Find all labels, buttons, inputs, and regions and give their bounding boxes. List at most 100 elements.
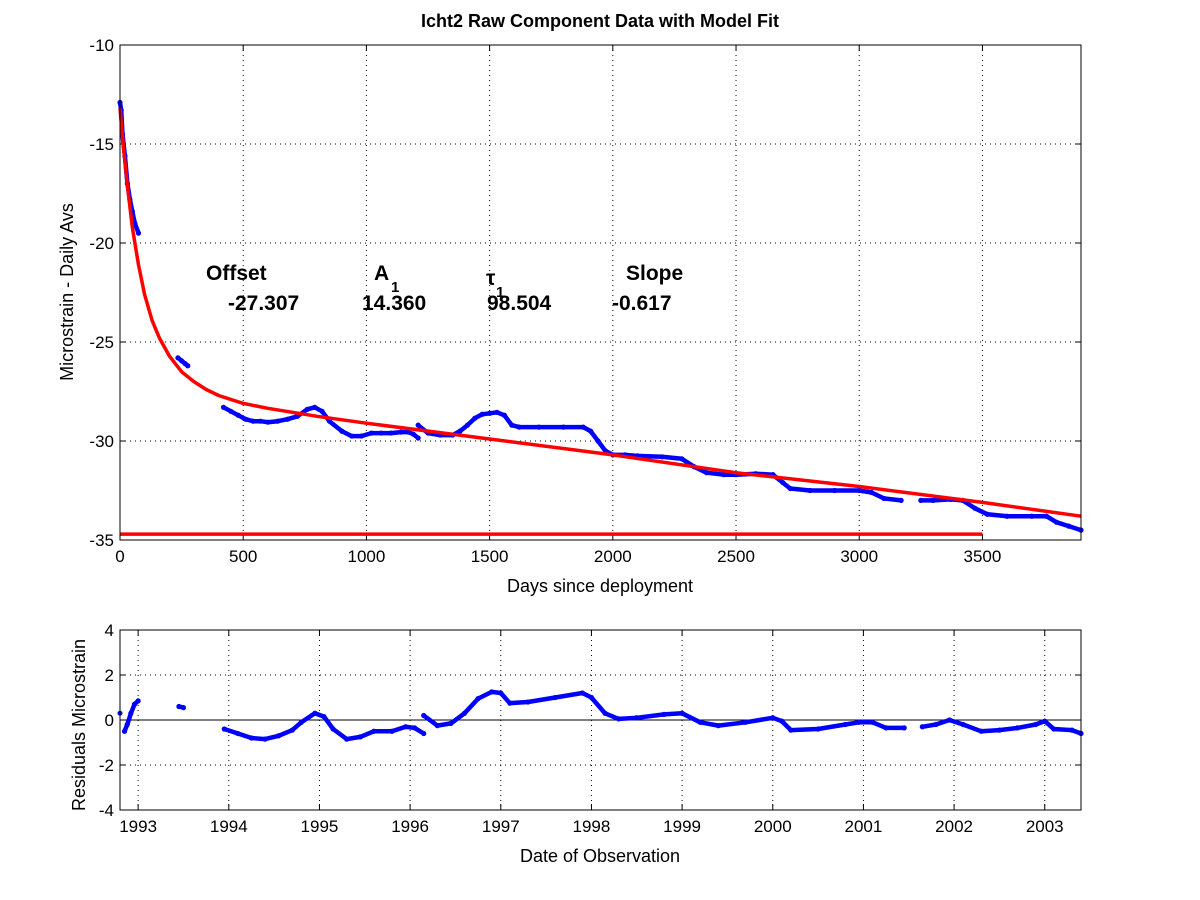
top-data-point <box>415 422 421 428</box>
bottom-data-point <box>960 721 966 728</box>
top-y-tick-label: -35 <box>89 531 114 550</box>
bottom-data-point <box>121 728 128 734</box>
top-y-tick-label: -25 <box>89 333 114 352</box>
bottom-x-tick-label: 2002 <box>935 817 973 836</box>
top-data-point <box>595 438 601 444</box>
bottom-data-point <box>525 699 531 705</box>
top-data-point <box>984 511 990 517</box>
top-data-point <box>339 428 345 434</box>
a1-label: A <box>374 262 389 285</box>
bottom-data-point <box>235 730 241 737</box>
bottom-y-tick-label: -2 <box>99 756 114 775</box>
top-chart-title: Icht2 Raw Component Data with Model Fit <box>421 11 779 31</box>
bottom-x-tick-label: 2003 <box>1026 817 1064 836</box>
bottom-data-point <box>498 690 504 696</box>
bottom-data-point <box>697 719 703 725</box>
bottom-data-point <box>131 701 138 707</box>
top-data-point <box>472 415 478 421</box>
top-x-tick-label: 2500 <box>717 547 755 566</box>
top-data-point <box>415 435 421 441</box>
bottom-x-tick-label: 2000 <box>754 817 792 836</box>
top-plot-area <box>120 45 1081 540</box>
bottom-data-point <box>298 719 304 725</box>
bottom-data-point <box>402 724 409 730</box>
bottom-data-point <box>661 711 667 717</box>
top-data-point <box>378 430 384 436</box>
tau1-subscript: 1 <box>496 284 504 301</box>
bottom-data-point <box>434 723 440 729</box>
slope-label: Slope <box>626 262 683 285</box>
top-data-point <box>220 404 227 410</box>
bottom-x-tick-label: 1993 <box>119 817 157 836</box>
bottom-data-point <box>978 728 984 734</box>
bottom-data-point <box>715 723 721 729</box>
bottom-y-axis-label: Residuals Microstrain <box>69 639 89 811</box>
bottom-series <box>117 689 1084 742</box>
top-data-point <box>807 487 813 494</box>
tau1-label: τ <box>486 267 496 290</box>
bottom-data-point <box>883 725 889 731</box>
top-data-point <box>243 416 249 422</box>
top-axes-frame <box>119 44 1082 541</box>
bottom-data-point <box>1042 718 1048 724</box>
bottom-data-point <box>579 690 585 696</box>
bottom-data-point <box>634 715 640 721</box>
top-data-point <box>304 406 310 412</box>
top-data-point <box>588 428 594 434</box>
top-data-point <box>388 430 394 436</box>
bottom-data-point <box>276 733 282 739</box>
bottom-y-tick-label: 0 <box>105 711 114 730</box>
bottom-data-point <box>371 728 377 734</box>
bottom-data-point <box>135 698 141 704</box>
bottom-data-point <box>357 734 363 740</box>
bottom-data-point <box>616 716 622 722</box>
top-data-point <box>175 355 181 361</box>
top-data-point <box>972 505 978 511</box>
bottom-data-point <box>742 719 749 725</box>
bottom-data-point <box>248 735 255 741</box>
top-data-point <box>1029 513 1035 519</box>
bottom-data-point <box>180 705 187 711</box>
top-data-point <box>881 495 887 502</box>
top-data-point <box>312 404 318 410</box>
top-data-point <box>235 412 241 418</box>
bottom-data-point <box>1051 726 1057 732</box>
top-data-point <box>509 422 515 428</box>
top-fit-line-1 <box>118 108 1082 518</box>
bottom-data-point <box>815 726 821 732</box>
top-x-tick-label: 500 <box>229 547 257 566</box>
bottom-axes-frame <box>119 629 1082 811</box>
a1-subscript: 1 <box>391 279 399 296</box>
top-data-point <box>284 416 291 422</box>
top-data-point <box>185 363 191 369</box>
bottom-data-point <box>489 689 495 695</box>
bottom-data-point <box>421 712 427 719</box>
top-data-point <box>1066 523 1072 529</box>
bottom-data-point <box>421 730 427 737</box>
top-data-point <box>457 428 463 434</box>
top-data-point <box>659 454 665 460</box>
bottom-data-point <box>124 721 130 728</box>
top-data-point <box>501 412 507 418</box>
top-x-tick-label: 3500 <box>964 547 1002 566</box>
bottom-x-tick-label: 1997 <box>482 817 520 836</box>
slope-value: -0.617 <box>612 292 672 315</box>
top-data-point <box>679 456 685 462</box>
bottom-data-point <box>321 714 327 720</box>
top-data-point <box>349 433 355 439</box>
bottom-data-point <box>588 694 595 701</box>
bottom-data-point <box>221 726 227 732</box>
top-data-point <box>494 409 500 415</box>
bottom-data-point <box>869 719 876 725</box>
bottom-data-point <box>770 715 776 721</box>
bottom-y-tick-label: 4 <box>105 621 114 640</box>
bottom-data-point <box>842 721 848 728</box>
top-data-point <box>1004 513 1010 519</box>
top-y-tick-label: -30 <box>89 432 114 451</box>
bottom-data-point <box>679 710 685 716</box>
top-chart: 0 500 1000 1500 2000 2500 3000 3500 -10 -15 -20 -25… <box>57 11 1084 596</box>
bottom-x-tick-label: 2001 <box>845 817 883 836</box>
bottom-x-tick-label: 1996 <box>391 817 429 836</box>
a1-value: 14.360 <box>362 292 426 315</box>
top-x-tick-label: 2000 <box>594 547 632 566</box>
